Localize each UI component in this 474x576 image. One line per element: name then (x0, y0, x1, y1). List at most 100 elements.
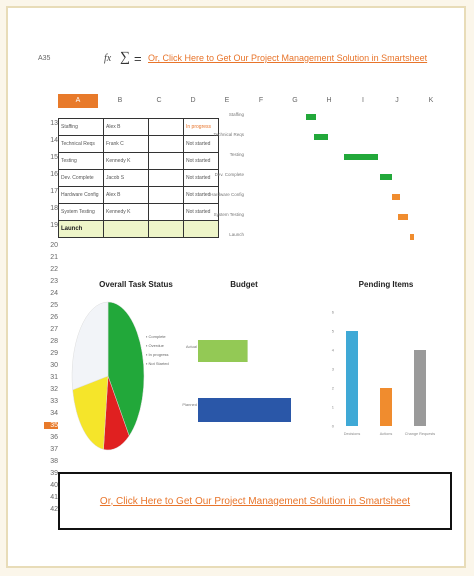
gantt-label: Testing (229, 152, 244, 157)
owner-cell[interactable]: Kennedy K (103, 152, 149, 170)
row-number[interactable]: 40 (50, 482, 58, 489)
column-header-h[interactable]: H (326, 97, 332, 104)
task-status-legend: ▪ Complete ▪ Overdue ▪ In progress ▪ Not… (146, 332, 169, 368)
column-header-i[interactable]: I (362, 97, 364, 104)
row-number[interactable]: 18 (50, 205, 58, 212)
table-row: System Testing Kennedy K Not started (58, 203, 219, 221)
pending-tick-label: 1 (332, 405, 335, 410)
owner-cell[interactable]: Jacob S (103, 169, 149, 187)
column-header-g[interactable]: G (292, 97, 298, 104)
empty-cell[interactable] (103, 220, 149, 238)
empty-cell[interactable] (183, 220, 219, 238)
row-number[interactable]: 16 (50, 171, 58, 178)
status-cell[interactable]: Not started (183, 135, 219, 153)
pending-bar (346, 331, 358, 426)
smartsheet-link[interactable]: Or, Click Here to Get Our Project Manage… (99, 495, 411, 507)
task-cell[interactable]: System Testing (58, 203, 104, 221)
pending-bar (380, 388, 392, 426)
legend-label: Complete (148, 334, 166, 339)
task-cell[interactable]: Dev. Complete (58, 169, 104, 187)
owner-cell[interactable]: Frank C (103, 135, 149, 153)
pie-slice-not-started (71, 301, 109, 391)
row-number[interactable]: 15 (50, 154, 58, 161)
column-header-j[interactable]: J (395, 97, 399, 104)
pending-tick-label: 0 (332, 424, 335, 429)
gantt-label: System Testing (213, 212, 244, 217)
pending-category-label: Actions (380, 432, 393, 436)
row-number[interactable]: 31 (50, 374, 58, 381)
row-number[interactable]: 39 (50, 470, 58, 477)
row-number[interactable]: 21 (50, 254, 58, 261)
row-number[interactable]: 35 (44, 422, 58, 429)
owner-cell[interactable]: Alex B (103, 118, 149, 136)
row-number[interactable]: 38 (50, 458, 58, 465)
row-number[interactable]: 23 (50, 278, 58, 285)
pending-category-label: Decisions (344, 432, 361, 436)
row-number[interactable]: 24 (50, 290, 58, 297)
gantt-label: Dev. Complete (214, 172, 244, 177)
gantt-label: Technical Reqs (213, 132, 244, 137)
empty-cell[interactable] (148, 118, 184, 136)
column-header-b[interactable]: B (117, 97, 123, 104)
task-cell[interactable]: Technical Reqs (58, 135, 104, 153)
gantt-bar (392, 194, 400, 200)
budget-bar (198, 340, 248, 362)
gantt-bar (306, 114, 316, 120)
fx-icon[interactable]: fx (104, 52, 112, 64)
column-header-f[interactable]: F (258, 97, 264, 104)
row-number[interactable]: 32 (50, 386, 58, 393)
column-header-a[interactable]: A (58, 94, 98, 108)
task-cell[interactable]: Hardware Config (58, 186, 104, 204)
empty-cell[interactable] (148, 186, 184, 204)
row-number[interactable]: 29 (50, 350, 58, 357)
formula-bar: A35 fx ∑ = Or, Click Here to Get Our Pro… (8, 44, 464, 72)
row-number[interactable]: 34 (50, 410, 58, 417)
spreadsheet-window: A35 fx ∑ = Or, Click Here to Get Our Pro… (6, 6, 466, 568)
pending-tick-label: 5 (332, 329, 335, 334)
sum-icon[interactable]: ∑ (120, 50, 130, 65)
row-number[interactable]: 41 (50, 494, 58, 501)
column-header-e[interactable]: E (224, 97, 230, 104)
task-cell[interactable]: Testing (58, 152, 104, 170)
row-number[interactable]: 42 (50, 506, 58, 513)
legend-item: ▪ Not Started (146, 361, 169, 366)
legend-item: ▪ Complete (146, 334, 166, 339)
budget-category-label: Actual (186, 344, 197, 349)
empty-cell[interactable] (148, 169, 184, 187)
legend-item: ▪ Overdue (146, 343, 164, 348)
pending-items-title: Pending Items (358, 280, 414, 289)
row-number[interactable]: 25 (50, 302, 58, 309)
owner-cell[interactable]: Alex B (103, 186, 149, 204)
row-number[interactable]: 30 (50, 362, 58, 369)
row-number[interactable]: 26 (50, 314, 58, 321)
row-number[interactable]: 27 (50, 326, 58, 333)
row-number[interactable]: 36 (50, 434, 58, 441)
column-header-k[interactable]: K (428, 97, 434, 104)
empty-cell[interactable] (148, 152, 184, 170)
row-number[interactable]: 33 (50, 398, 58, 405)
empty-cell[interactable] (148, 135, 184, 153)
column-header-d[interactable]: D (190, 97, 196, 104)
budget-category-label: Planned (182, 402, 197, 407)
row-number[interactable]: 13 (50, 120, 58, 127)
launch-cell[interactable]: Launch (58, 220, 104, 238)
row-number[interactable]: 37 (50, 446, 58, 453)
row-number[interactable]: 14 (50, 137, 58, 144)
pie-slice-complete (107, 301, 145, 437)
owner-cell[interactable]: Kennedy K (103, 203, 149, 221)
row-number[interactable]: 20 (50, 242, 58, 249)
row-number[interactable]: 22 (50, 266, 58, 273)
task-cell[interactable]: Staffing (58, 118, 104, 136)
row-number[interactable]: 19 (50, 222, 58, 229)
empty-cell[interactable] (148, 220, 184, 238)
name-box[interactable]: A35 (38, 54, 51, 62)
row-number[interactable]: 28 (50, 338, 58, 345)
column-header-c[interactable]: C (156, 97, 162, 104)
table-row: Technical Reqs Frank C Not started (58, 135, 219, 153)
gantt-label: Launch (229, 232, 244, 237)
row-number[interactable]: 17 (50, 188, 58, 195)
formula-bar-link[interactable]: Or, Click Here to Get Our Project Manage… (148, 53, 428, 63)
gantt-bar (380, 174, 392, 180)
pending-tick-label: 4 (332, 348, 335, 353)
empty-cell[interactable] (148, 203, 184, 221)
